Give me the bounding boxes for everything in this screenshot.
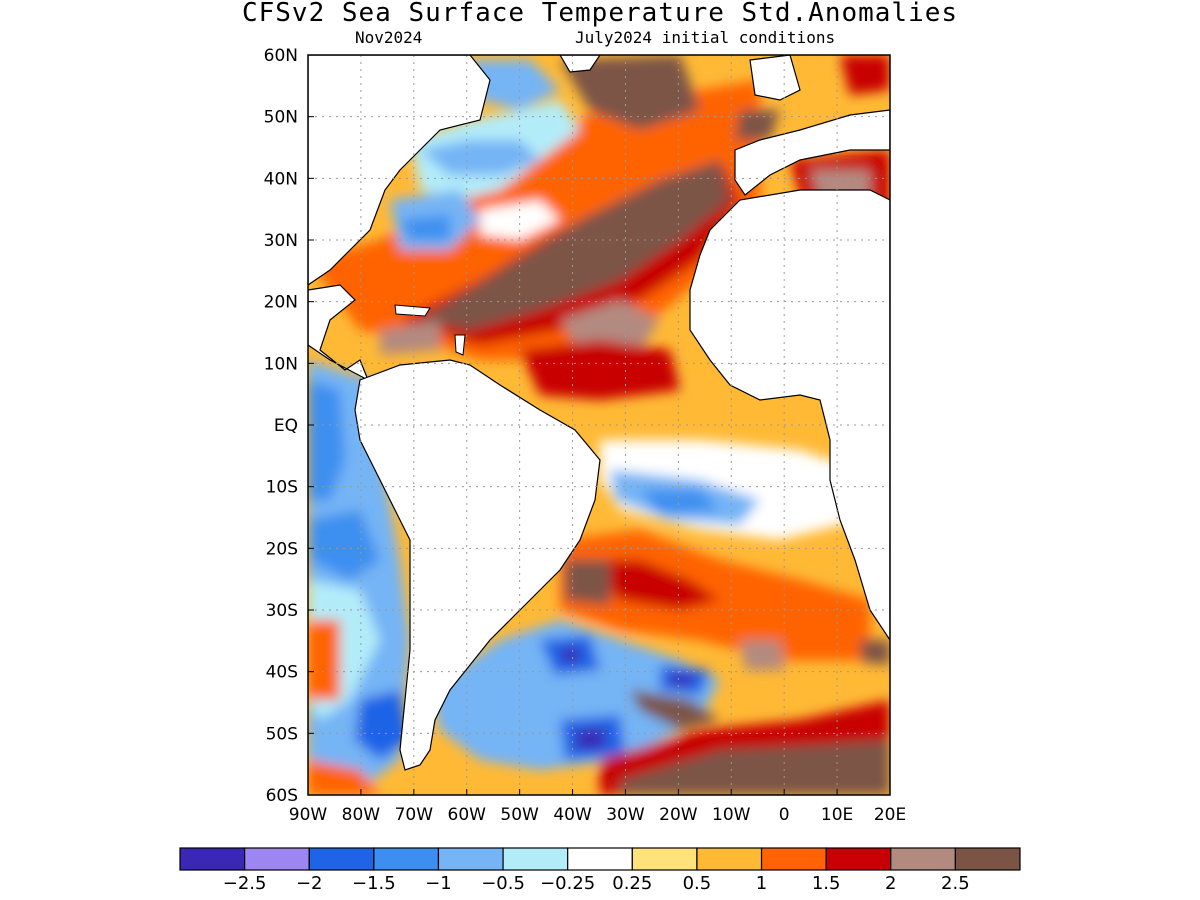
y-tick-label: 40N: [264, 169, 298, 189]
colorbar-swatch: [179, 847, 246, 871]
colorbar-label: 2: [885, 873, 897, 894]
y-tick-label: 20S: [266, 539, 298, 559]
y-tick-label: 10N: [264, 354, 298, 374]
gridlines: [308, 55, 890, 795]
colorbar-label: 1: [755, 873, 768, 894]
colorbar-swatch: [567, 847, 633, 871]
y-tick-label: 10S: [266, 478, 298, 498]
colorbar-swatch: [308, 847, 375, 871]
colorbar-label: −0.5: [481, 873, 525, 894]
x-tick-label: 10W: [712, 805, 751, 825]
y-tick-label: 50N: [264, 108, 298, 128]
colorbar-swatch: [373, 847, 440, 871]
colorbar-swatch: [890, 847, 956, 871]
y-tick-label: 30S: [266, 601, 298, 621]
colorbar-label: −1: [425, 873, 452, 894]
x-tick-label: 20W: [659, 805, 698, 825]
colorbar-label: −0.25: [540, 873, 596, 894]
colorbar-swatch: [631, 847, 698, 871]
x-tick-label: 40W: [553, 805, 592, 825]
y-tick-label: 60S: [266, 786, 298, 806]
colorbar-label: −2: [295, 873, 323, 894]
x-tick-label: 30W: [606, 805, 645, 825]
colorbar-swatch: [244, 847, 310, 871]
x-tick-label: 20E: [874, 805, 906, 825]
land-masses: [308, 55, 890, 771]
y-tick-label: EQ: [274, 416, 298, 436]
colorbar-swatch: [696, 847, 763, 871]
colorbar-label: −2.5: [222, 873, 267, 894]
x-axis: 90W 80W 70W 60W 50W 40W 30W 20W 10W 0 10E 20E: [289, 789, 906, 825]
x-tick-label: 90W: [289, 805, 328, 825]
x-tick-label: 70W: [395, 805, 434, 825]
colorbar-swatch: [437, 847, 504, 871]
colorbar-label: 0.5: [682, 873, 712, 894]
x-tick-label: 50W: [500, 805, 539, 825]
colorbar-swatch: [825, 847, 892, 871]
colorbar-label: 1.5: [811, 873, 841, 894]
forecast-month: Nov2024: [355, 28, 423, 47]
colorbar-swatch: [954, 847, 1021, 871]
x-tick-label: 60W: [448, 805, 487, 825]
x-tick-label: 0: [779, 805, 790, 825]
y-tick-label: 20N: [264, 293, 298, 313]
x-tick-label: 10E: [821, 805, 853, 825]
chart-title: CFSv2 Sea Surface Temperature Std.Anomal…: [241, 0, 959, 28]
colorbar-label: 0.25: [612, 873, 653, 894]
colorbar-swatch: [760, 847, 827, 871]
initial-conditions-label: July2024 initial conditions: [575, 28, 836, 47]
x-tick-label: 80W: [342, 805, 381, 825]
y-tick-label: 30N: [264, 231, 298, 251]
colorbar: [179, 847, 1021, 871]
y-tick-label: 60N: [264, 46, 298, 66]
colorbar-swatch: [502, 847, 569, 871]
colorbar-label: 2.5: [941, 873, 970, 894]
y-tick-label: 40S: [266, 663, 298, 683]
colorbar-label: −1.5: [351, 873, 396, 894]
y-tick-label: 50S: [266, 724, 298, 744]
y-axis: 60N 50N 40N 30N 20N 10N EQ 10S 20S 30S 40S 50S 60S: [264, 46, 314, 806]
